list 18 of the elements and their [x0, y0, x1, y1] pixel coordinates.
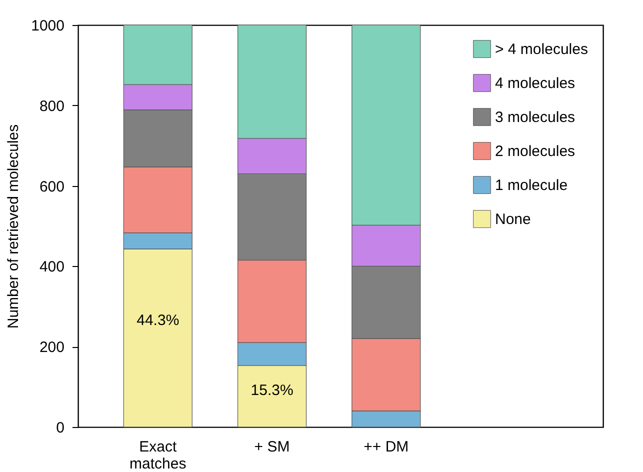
legend-label: 3 molecules [495, 109, 576, 126]
x-tick-label: Exact matches [130, 438, 186, 472]
legend-label: None [495, 211, 531, 228]
legend-label: > 4 molecules [495, 41, 588, 58]
y-tick-label: 1000 [31, 18, 64, 34]
annotation: 44.3% [136, 312, 180, 330]
x-tick-label: ++ DM [364, 438, 409, 456]
x-tick-label: + SM [254, 438, 290, 456]
y-tick-label: 0 [56, 420, 64, 436]
y-tick-label: 200 [39, 339, 64, 356]
y-tick-label: 600 [39, 178, 64, 196]
legend-label: 1 molecule [495, 177, 568, 194]
annotation: 15.3% [250, 382, 294, 400]
legend-label: 4 molecules [495, 75, 576, 92]
y-tick-label: 800 [39, 98, 64, 115]
y-axis-title: Number of retrieved molecules [5, 124, 22, 329]
legend-label: 2 molecules [495, 143, 576, 160]
y-tick-label: 400 [39, 258, 64, 276]
